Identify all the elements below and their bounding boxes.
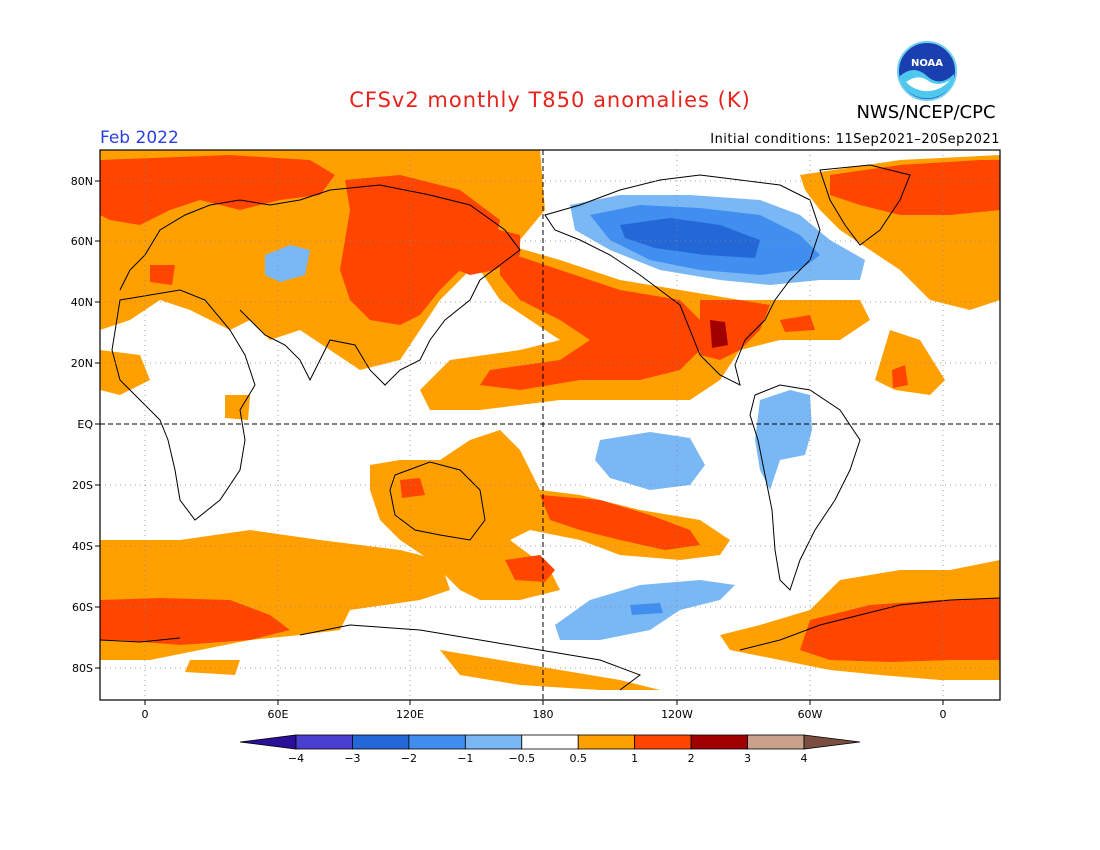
atlantic-red	[892, 365, 908, 388]
lat-label-60n: 60N	[71, 235, 93, 248]
australia-coast	[389, 461, 486, 541]
lat-label-80n: 80N	[71, 175, 93, 188]
south-america-coast	[749, 384, 861, 591]
colorbar-max-tip	[803, 734, 861, 750]
lat-label-eq: EQ	[77, 418, 93, 431]
colorbar: −4 −3 −2 −1 −0.5 0.5 1 2 3 4	[239, 734, 861, 765]
sw-pacific-red	[540, 495, 700, 550]
lon-labels: 0 60E 120E 180 120W 60W 0	[142, 708, 947, 721]
initial-conditions: Initial conditions: 11Sep2021–20Sep2021	[710, 132, 1000, 147]
lon-ticks	[144, 700, 944, 705]
colorbar-tick-label: −4	[288, 752, 304, 765]
colorbar-tick-label: −2	[401, 752, 417, 765]
map-frame	[99, 149, 1001, 701]
noaa-logo-text: NOAA	[911, 58, 943, 69]
lon-label-120e: 120E	[396, 708, 424, 721]
colorbar-box-8	[690, 734, 748, 750]
east-asia-red	[430, 225, 520, 275]
antarctic-orange	[440, 650, 660, 690]
agency-label: NWS/NCEP/CPC	[856, 102, 996, 123]
lat-label-20s: 20S	[72, 479, 93, 492]
tropical-pacific-blue	[595, 432, 705, 490]
lat-label-40n: 40N	[71, 296, 93, 309]
north-america-coast	[544, 174, 821, 386]
south-pole-orange-left	[185, 660, 240, 675]
indian-ocean-orange-1	[225, 395, 250, 420]
lon-label-0: 0	[142, 708, 149, 721]
colorbar-min-tip	[239, 734, 297, 750]
lat-ticks	[95, 180, 100, 669]
colorbar-tick-label: 1	[631, 752, 638, 765]
europe-coast	[119, 189, 331, 291]
colorbar-box-4	[464, 734, 523, 750]
west-africa-orange	[100, 350, 150, 395]
siberia-red	[340, 175, 500, 325]
colorbar-box-2	[352, 734, 410, 750]
south-atlantic-red	[800, 598, 1000, 662]
north-pacific-red	[480, 250, 700, 390]
forecast-month: Feb 2022	[100, 128, 179, 148]
central-asia-blue	[265, 245, 310, 282]
colorbar-box-5	[521, 734, 579, 750]
south-pacific-mediumblue	[630, 603, 663, 615]
europe-red	[100, 155, 335, 225]
colorbar-tick-label: −3	[344, 752, 360, 765]
australia-red	[400, 478, 425, 498]
greenland-coast	[819, 164, 911, 246]
chart-title: CFSv2 monthly T850 anomalies (K)	[349, 88, 751, 112]
south-america-blue	[755, 390, 812, 490]
lon-label-120w: 120W	[661, 708, 693, 721]
lon-label-60e: 60E	[268, 708, 289, 721]
greenland-red	[830, 160, 1000, 215]
colorbar-box-6	[577, 734, 636, 750]
colorbar-tick-label: −1	[457, 752, 473, 765]
lon-label-0-east: 0	[940, 708, 947, 721]
colorbar-tick-label: 4	[801, 752, 808, 765]
colorbar-box-1	[295, 734, 353, 750]
lat-label-40s: 40S	[72, 540, 93, 553]
anomaly-darkred-us	[710, 320, 728, 348]
colorbar-tick-label: 0.5	[569, 752, 587, 765]
lat-label-60s: 60S	[72, 601, 93, 614]
colorbar-tick-label: 2	[688, 752, 695, 765]
noaa-logo: NOAA	[897, 41, 957, 101]
colorbar-box-7	[634, 734, 692, 750]
lon-label-60w: 60W	[798, 708, 823, 721]
lat-label-80s: 80S	[72, 662, 93, 675]
anomaly-darkblue-canada	[620, 218, 760, 258]
lat-labels: 80N 60N 40N 20N EQ 20S 40S 60S 80S	[71, 175, 94, 675]
colorbar-tick-label: 3	[744, 752, 751, 765]
colorbar-tick-label: −0.5	[508, 752, 535, 765]
gridlines	[100, 150, 1000, 700]
southern-ocean-red	[100, 598, 290, 645]
gulf-red	[780, 315, 815, 332]
lon-label-180: 180	[533, 708, 554, 721]
eu-small-red	[150, 265, 175, 285]
lat-label-20n: 20N	[71, 357, 93, 370]
colorbar-box-9	[747, 734, 805, 750]
antarctica-coast	[100, 597, 1000, 691]
colorbar-box-3	[408, 734, 466, 750]
